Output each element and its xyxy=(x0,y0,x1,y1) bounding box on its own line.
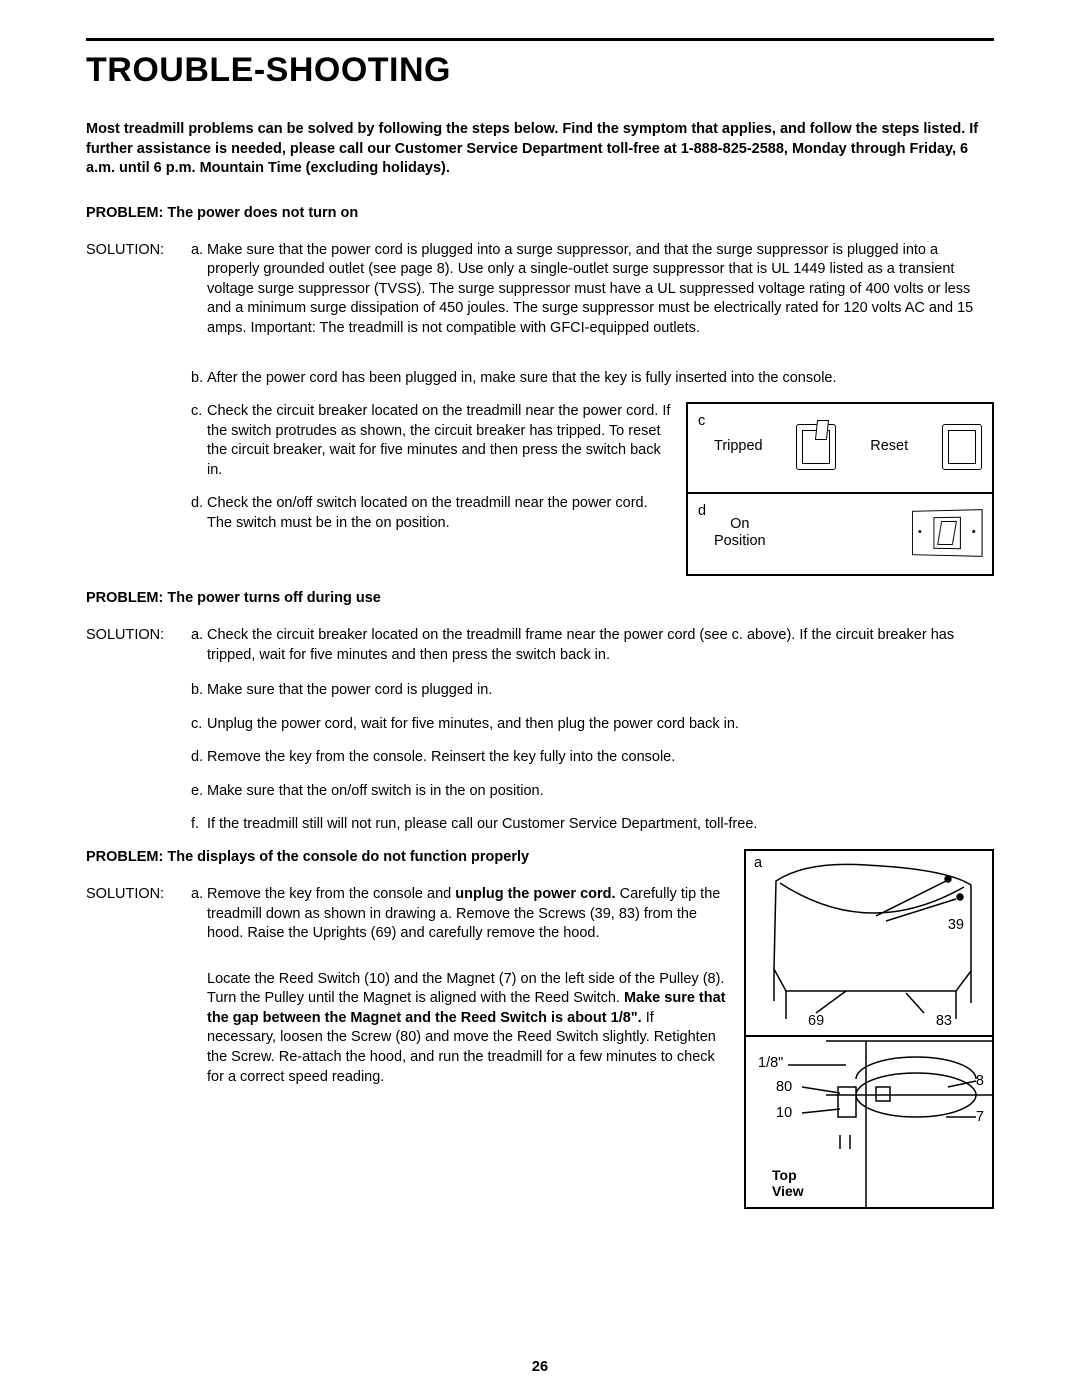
label-83: 83 xyxy=(936,1013,952,1029)
p1-a-text: Make sure that the power cord is plugged… xyxy=(207,242,973,336)
page-title: TROUBLE-SHOOTING xyxy=(86,51,994,90)
top-rule xyxy=(86,38,994,41)
figure-a-lower: 1/8" 80 10 8 7 TopView xyxy=(744,1035,994,1209)
p1-c-text: Check the circuit breaker located on the… xyxy=(207,403,670,478)
p3-row: PROBLEM: The displays of the console do … xyxy=(86,849,994,1209)
p1-cd-row: c.Check the circuit breaker located on t… xyxy=(191,402,994,576)
p2-remaining: b.Make sure that the power cord is plugg… xyxy=(86,681,994,835)
p1-d-text: Check the on/off switch located on the t… xyxy=(207,495,648,531)
label-8: 8 xyxy=(976,1073,984,1089)
on-position-label: OnPosition xyxy=(714,516,766,551)
label-80: 80 xyxy=(776,1079,792,1095)
p2-a: a.Check the circuit breaker located on t… xyxy=(191,626,994,665)
tripped-breaker-icon xyxy=(796,424,836,470)
p3-solution-a: SOLUTION: a. Remove the key from the con… xyxy=(86,885,726,1087)
page-number: 26 xyxy=(0,1359,1080,1375)
p3-a2: Locate the Reed Switch (10) and the Magn… xyxy=(191,970,726,1087)
p2-c: c.Unplug the power cord, wait for five m… xyxy=(191,715,994,735)
p1-remaining: b.After the power cord has been plugged … xyxy=(86,369,994,577)
label-10: 10 xyxy=(776,1105,792,1121)
label-39: 39 xyxy=(948,917,964,933)
page: TROUBLE-SHOOTING Most treadmill problems… xyxy=(0,0,1080,1397)
figure-c: c Tripped Reset xyxy=(688,404,992,494)
solution-label: SOLUTION: xyxy=(86,626,191,665)
figure-a-letter: a xyxy=(754,855,762,871)
tripped-label: Tripped xyxy=(714,437,763,457)
p3-a: a. Remove the key from the console and u… xyxy=(191,885,726,944)
p3-a-pre: Remove the key from the console and xyxy=(207,886,455,902)
problem-2-heading: PROBLEM: The power turns off during use xyxy=(86,590,994,606)
figure-d-letter: d xyxy=(698,502,714,522)
p2-e: e.Make sure that the on/off switch is in… xyxy=(191,782,994,802)
figure-a-upper: a xyxy=(744,849,994,1035)
figure-c-letter: c xyxy=(698,412,714,432)
p1-b-text: After the power cord has been plugged in… xyxy=(207,370,837,386)
label-gap: 1/8" xyxy=(758,1055,783,1071)
intro-paragraph: Most treadmill problems can be solved by… xyxy=(86,120,994,179)
figure-a: a xyxy=(744,849,994,1209)
figure-cd: c Tripped Reset d xyxy=(686,402,994,576)
p1-c: c.Check the circuit breaker located on t… xyxy=(191,402,672,480)
treadmill-hood-icon xyxy=(746,851,992,1033)
p2-b: b.Make sure that the power cord is plugg… xyxy=(191,681,994,701)
p1-d: d.Check the on/off switch located on the… xyxy=(191,494,672,533)
p3-a-bold1: unplug the power cord. xyxy=(455,886,615,902)
p2-f: f.If the treadmill still will not run, p… xyxy=(191,815,994,835)
p1-a: a.Make sure that the power cord is plugg… xyxy=(191,241,994,339)
solution-label: SOLUTION: xyxy=(86,241,191,353)
p1-solution-a: SOLUTION: a.Make sure that the power cor… xyxy=(86,241,994,353)
label-7: 7 xyxy=(976,1109,984,1125)
label-topview: TopView xyxy=(772,1168,804,1199)
problem-1-heading: PROBLEM: The power does not turn on xyxy=(86,205,994,221)
label-69: 69 xyxy=(808,1013,824,1029)
reset-breaker-icon xyxy=(942,424,982,470)
switch-plate-icon xyxy=(912,509,983,557)
reset-label: Reset xyxy=(870,437,908,457)
p2-d: d.Remove the key from the console. Reins… xyxy=(191,748,994,768)
p1-b: b.After the power cord has been plugged … xyxy=(191,369,994,389)
problem-3-heading: PROBLEM: The displays of the console do … xyxy=(86,849,726,865)
p2-solution-a: SOLUTION: a.Check the circuit breaker lo… xyxy=(86,626,994,665)
figure-d: d OnPosition xyxy=(688,494,992,574)
solution-label: SOLUTION: xyxy=(86,885,191,1087)
p2-a-text: Check the circuit breaker located on the… xyxy=(207,627,954,663)
